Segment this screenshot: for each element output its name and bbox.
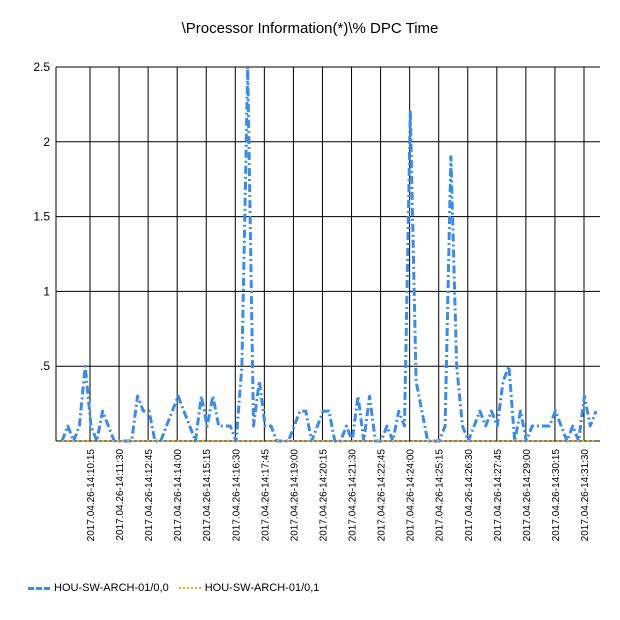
x-tick-label: 2017.04.26-14:20:15	[318, 449, 329, 542]
grid-layer	[56, 66, 600, 442]
legend-item-series-0[interactable]: HOU-SW-ARCH-01/0,0	[28, 582, 169, 594]
y-tick-label: 2	[43, 135, 50, 149]
x-tick-labels: 2017.04.26-14:10:15 2017.04.26-14:11:30 20…	[86, 449, 591, 542]
x-tick-label: 2017.04.26-14:19:00	[289, 449, 300, 542]
chart-title: \Processor Information(*)\% DPC Time	[181, 20, 439, 37]
series-line-0	[60, 65, 598, 443]
x-tick-label: 2017.04.26-14:24:00	[406, 449, 417, 542]
legend-label: HOU-SW-ARCH-01/0,1	[204, 582, 320, 594]
x-tick-label: 2017.04.26-14:21:30	[348, 449, 359, 542]
x-tick-label: 2017.04.26-14:11:30	[115, 449, 126, 541]
x-tick-label: 2017.04.26-14:16:30	[231, 449, 242, 542]
x-tick-label: 2017.04.26-14:12:45	[144, 449, 155, 542]
legend-label: HOU-SW-ARCH-01/0,0	[54, 582, 169, 594]
legend: HOU-SW-ARCH-01/0,0 HOU-SW-ARCH-01/0,1	[28, 579, 329, 597]
x-tick-label: 2017.04.26-14:29:00	[522, 449, 533, 542]
legend-swatch-dotted	[178, 587, 201, 589]
x-tick-label: 2017.04.26-14:22:45	[377, 449, 388, 542]
x-tick-label: 2017.04.26-14:14:00	[173, 449, 184, 542]
y-tick-label: 1.5	[33, 210, 50, 224]
x-tick-label: 2017.04.26-14:31:30	[580, 449, 591, 542]
x-tick-label: 2017.04.26-14:27:45	[493, 449, 504, 542]
legend-item-series-1[interactable]: HOU-SW-ARCH-01/0,1	[178, 582, 320, 594]
y-tick-label: 2.5	[33, 60, 50, 74]
x-tick-label: 2017.04.26-14:17:45	[260, 449, 271, 542]
x-tick-label: 2017.04.26-14:25:15	[435, 449, 446, 542]
x-tick-label: 2017.04.26-14:10:15	[86, 449, 97, 542]
y-tick-label: .5	[40, 359, 50, 373]
y-tick-label: 1	[43, 284, 50, 298]
y-tick-labels: .5 1 1.5 2 2.5	[33, 60, 50, 373]
series-layer	[60, 65, 598, 443]
x-tick-label: 2017.04.26-14:26:30	[464, 449, 475, 542]
legend-swatch-dash-dot	[28, 586, 50, 590]
x-tick-label: 2017.04.26-14:15:15	[202, 449, 213, 542]
x-tick-label: 2017.04.26-14:30:15	[551, 449, 562, 542]
